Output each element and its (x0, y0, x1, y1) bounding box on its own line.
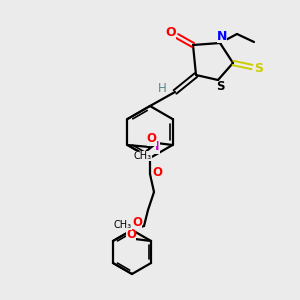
Text: O: O (146, 133, 157, 146)
Text: O: O (132, 217, 142, 230)
Text: O: O (126, 229, 136, 242)
Text: O: O (152, 166, 162, 178)
Text: CH₃: CH₃ (134, 151, 152, 161)
Text: N: N (217, 29, 227, 43)
Text: H: H (158, 82, 166, 95)
Text: S: S (216, 80, 224, 94)
Text: I: I (155, 140, 160, 154)
Text: O: O (166, 26, 176, 40)
Text: S: S (254, 61, 263, 74)
Text: CH₃: CH₃ (114, 220, 132, 230)
